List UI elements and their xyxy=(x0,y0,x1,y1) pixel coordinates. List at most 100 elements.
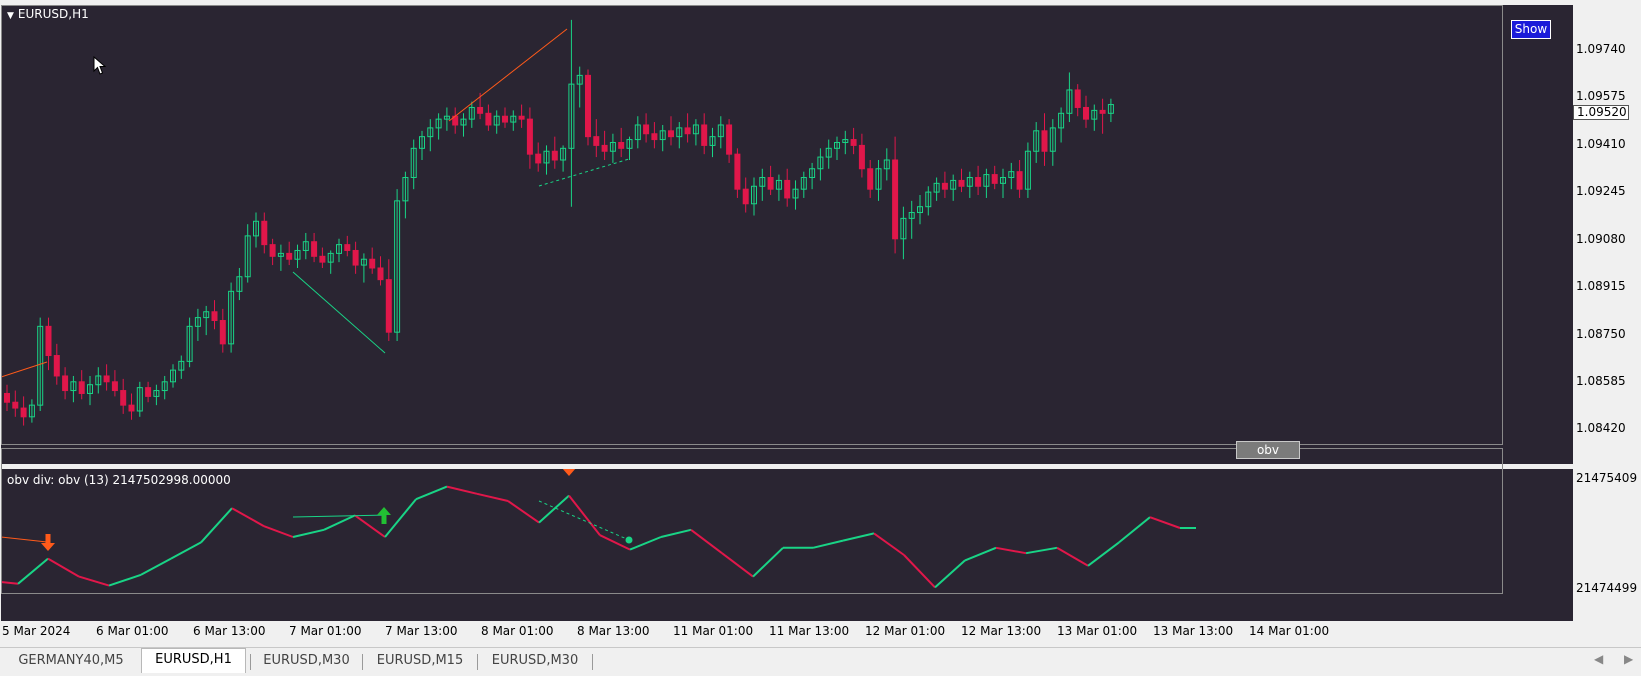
candle-body xyxy=(842,139,849,143)
candle-body xyxy=(526,118,533,155)
candle-body xyxy=(261,220,268,246)
candle-body xyxy=(950,179,957,190)
current-price-label: 1.09520 xyxy=(1573,105,1629,120)
tab-eurusd-h1[interactable]: EURUSD,H1 xyxy=(141,648,246,673)
candle-body xyxy=(701,124,708,146)
candle-body xyxy=(427,127,434,138)
scroll-left-icon[interactable]: ◀ xyxy=(1594,652,1604,666)
candle-body xyxy=(203,311,210,319)
candle-body xyxy=(435,118,442,129)
obv-segment xyxy=(446,485,478,495)
time-label: 7 Mar 13:00 xyxy=(385,624,458,638)
candle-body xyxy=(551,150,558,161)
tab-germany40-m5[interactable]: GERMANY40,M5 xyxy=(18,653,124,668)
divergence-line-hidden xyxy=(538,158,630,187)
candle-body xyxy=(1000,177,1006,184)
price-label: 1.09410 xyxy=(1576,137,1626,151)
collapse-triangle-icon[interactable]: ▼ xyxy=(7,11,14,21)
candle-body xyxy=(78,381,85,394)
obv-segment xyxy=(140,557,172,576)
candle-body xyxy=(933,182,940,193)
candle-body xyxy=(875,168,882,190)
time-label: 7 Mar 01:00 xyxy=(289,624,362,638)
candle-body xyxy=(917,206,923,214)
sell-arrow-icon xyxy=(562,469,576,476)
candle-body xyxy=(136,387,143,412)
symbol-title-label: EURUSD,H1 xyxy=(17,7,89,21)
candle-body xyxy=(676,127,683,138)
candle-body xyxy=(1091,109,1098,120)
obv-segment xyxy=(263,525,294,538)
candle-body xyxy=(12,401,19,409)
price-label: 1.08585 xyxy=(1576,374,1626,388)
time-label: 11 Mar 01:00 xyxy=(673,624,754,638)
candle-body xyxy=(28,404,35,418)
candle-body xyxy=(95,375,102,386)
obv-segment xyxy=(476,492,509,502)
obv-segment xyxy=(752,547,784,578)
candle-body xyxy=(900,217,907,240)
tab-eurusd-m30[interactable]: EURUSD,M30 xyxy=(263,653,350,668)
chart-tab-bar: GERMANY40,M5 EURUSD,H1 EURUSD,M30 EURUSD… xyxy=(0,647,1641,676)
candle-body xyxy=(253,220,259,237)
obv-button[interactable]: obv xyxy=(1236,441,1300,459)
time-label: 13 Mar 13:00 xyxy=(1153,624,1234,638)
obv-segment xyxy=(1056,546,1089,567)
candle-body xyxy=(518,115,525,120)
candle-body xyxy=(834,141,840,149)
price-label: 1.08420 xyxy=(1576,421,1626,435)
obv-segment xyxy=(231,507,265,528)
candle-body xyxy=(4,392,10,403)
obv-divergence-bull xyxy=(292,514,386,518)
candle-body xyxy=(410,147,417,179)
tab-eurusd-m15[interactable]: EURUSD,M15 xyxy=(376,653,464,668)
candle-body xyxy=(1041,130,1048,152)
symbol-title[interactable]: ▼ EURUSD,H1 xyxy=(7,7,89,21)
obv-segment xyxy=(384,498,417,538)
obv-segment xyxy=(200,507,233,544)
candle-body xyxy=(277,252,284,257)
candle-body xyxy=(618,141,625,149)
candle-body xyxy=(1024,150,1031,190)
divergence-line-bear xyxy=(448,28,568,122)
candle-body xyxy=(369,258,376,269)
scroll-right-icon[interactable]: ▶ xyxy=(1624,652,1634,666)
indicator-pane[interactable]: obv div: obv (13) 2147502998.00000 xyxy=(1,469,1573,621)
tab-separator xyxy=(250,654,251,670)
candle-body xyxy=(1083,106,1089,120)
candle-body xyxy=(941,182,948,190)
candle-body xyxy=(286,252,293,260)
candle-body xyxy=(792,188,799,199)
candle-body xyxy=(468,106,475,120)
price-chart-pane[interactable]: ▼ EURUSD,H1 Show xyxy=(1,5,1573,464)
candle-body xyxy=(1107,104,1114,114)
candle-body xyxy=(87,384,93,394)
candle-body xyxy=(1033,130,1040,152)
candle-body xyxy=(825,147,832,158)
candle-body xyxy=(53,355,60,377)
candle-body xyxy=(485,112,492,126)
tab-eurusd-m30-2[interactable]: EURUSD,M30 xyxy=(491,653,579,668)
price-label: 1.09080 xyxy=(1576,232,1626,246)
time-label: 12 Mar 13:00 xyxy=(961,624,1042,638)
candle-body xyxy=(684,127,691,135)
candle-body xyxy=(477,106,484,114)
obv-segment xyxy=(995,546,1027,555)
candle-body xyxy=(103,375,110,383)
obv-segment xyxy=(599,534,631,551)
show-button[interactable]: Show xyxy=(1511,20,1551,39)
obv-segment xyxy=(538,494,570,524)
candle-body xyxy=(319,255,326,263)
candle-body xyxy=(626,139,633,149)
candle-body xyxy=(966,177,973,187)
candle-body xyxy=(535,153,542,164)
candle-body xyxy=(502,115,508,123)
candle-body xyxy=(161,381,168,392)
candle-body xyxy=(62,375,69,392)
candle-body xyxy=(717,124,724,138)
candle-body xyxy=(643,124,650,135)
candle-body xyxy=(70,381,77,392)
chart-window[interactable]: ▼ EURUSD,H1 Show obv div: obv (13) 214750… xyxy=(0,0,1641,647)
candle-body xyxy=(269,244,276,257)
candle-body xyxy=(668,130,674,138)
